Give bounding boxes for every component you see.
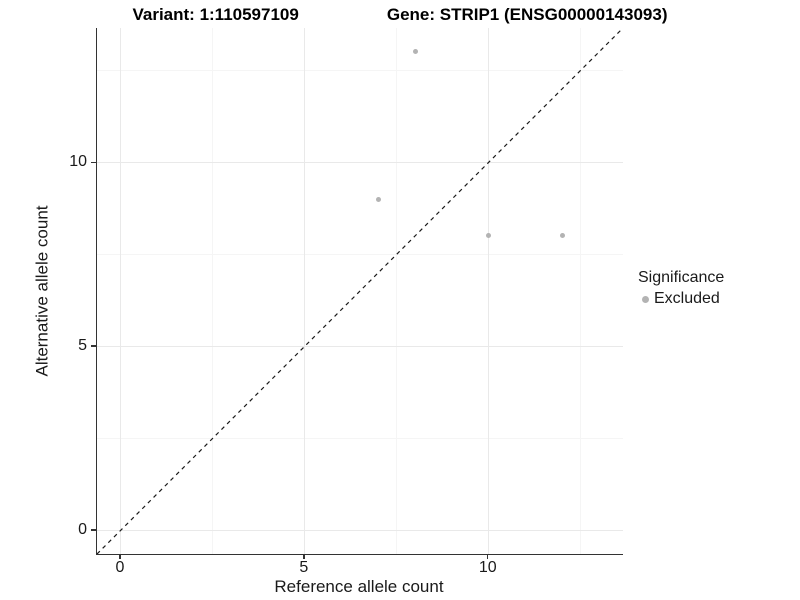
x-axis-title: Reference allele count [274, 577, 444, 596]
y-axis-title: Alternative allele count [33, 205, 53, 377]
variant-title: Variant: 1:110597109 [132, 5, 299, 24]
legend-entry-excluded: Excluded [642, 290, 724, 308]
x-tick-label: 0 [115, 559, 125, 576]
data-point [412, 49, 418, 55]
y-tick-label: 10 [69, 153, 87, 171]
y-tick-mark [91, 345, 96, 347]
identity-line [97, 28, 623, 554]
x-tick-label: 10 [478, 559, 497, 576]
data-point [559, 233, 565, 239]
gridline-y-minor [97, 69, 623, 71]
y-tick-mark [91, 529, 96, 531]
gridline-y-minor [97, 253, 623, 255]
gridline-x-major [120, 28, 122, 554]
x-tick-mark [303, 555, 305, 559]
plot-title: Variant: 1:110597109 Gene: STRIP1 (ENSG0… [0, 5, 800, 25]
x-tick-mark [486, 555, 489, 559]
x-tick-mark [119, 555, 121, 559]
y-tick-mark [91, 161, 96, 163]
excluded-point-icon [642, 295, 649, 303]
legend: Significance Excluded [638, 269, 724, 308]
gridline-y-major [97, 161, 623, 163]
data-point [375, 196, 381, 202]
identity-line-layer [97, 28, 623, 554]
legend-entry-label: Excluded [654, 290, 720, 307]
gridline-x-minor [396, 28, 398, 554]
legend-title: Significance [638, 269, 725, 286]
gridline-x-major [488, 28, 490, 554]
y-tick-label: 0 [78, 521, 87, 539]
x-tick-label: 5 [299, 559, 309, 576]
gridline-y-major [97, 529, 623, 531]
data-point [486, 233, 492, 239]
gridline-x-major [304, 28, 306, 554]
gene-title: Gene: STRIP1 (ENSG00000143093) [386, 5, 668, 24]
gridline-y-minor [97, 437, 623, 439]
gridline-x-minor [212, 28, 214, 554]
plot-panel [96, 28, 623, 555]
gridline-x-minor [580, 28, 582, 554]
y-tick-label: 5 [78, 337, 87, 355]
gridline-y-major [97, 345, 623, 347]
